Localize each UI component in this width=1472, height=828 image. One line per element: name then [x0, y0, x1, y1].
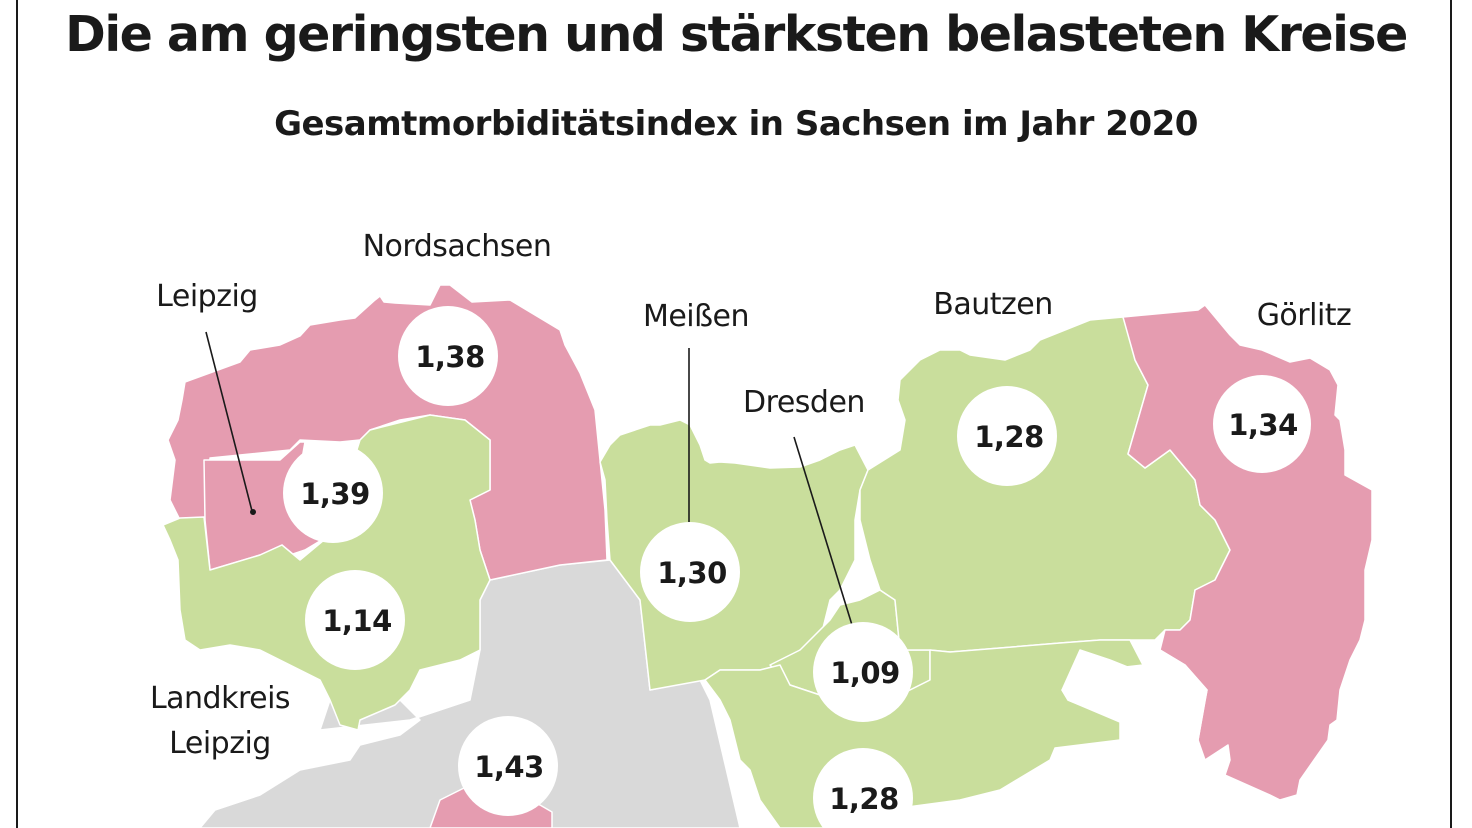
label-nordsachsen: Nordsachsen — [363, 229, 552, 264]
value-nordsachsen: 1,38 — [415, 340, 485, 374]
value-bautzen: 1,28 — [974, 420, 1044, 454]
leader-line-leipzig — [205, 331, 253, 512]
bubble-circle — [813, 622, 913, 722]
value-goerlitz: 1,34 — [1228, 408, 1298, 442]
value-bubble-saechsische-schweiz: 1,28 — [813, 748, 913, 828]
value-mittelsachsen: 1,43 — [474, 750, 544, 784]
bubble-circle — [813, 748, 913, 828]
value-bubble-meissen: 1,30 — [640, 522, 740, 622]
value-bubble-bautzen: 1,28 — [957, 386, 1057, 486]
page-title: Die am geringsten und stärksten belastet… — [65, 6, 1408, 63]
label-landkreis-leipzig-line1: Landkreis — [150, 681, 290, 716]
label-leipzig: Leipzig — [156, 279, 258, 314]
bubble-circle — [305, 570, 405, 670]
leader-dot-leipzig — [250, 509, 256, 515]
frame-right-border — [1450, 0, 1452, 828]
region-border-cutout — [1061, 649, 1208, 746]
value-meissen: 1,30 — [657, 556, 727, 590]
label-landkreis-leipzig-line2: Leipzig — [169, 726, 271, 761]
value-saechsische-schweiz: 1,28 — [829, 782, 899, 816]
bubble-circle — [458, 716, 558, 816]
bubble-circle — [957, 386, 1057, 486]
region-landkreis-leipzig — [162, 414, 491, 731]
value-dresden: 1,09 — [830, 656, 900, 690]
leader-line-dresden — [793, 436, 853, 626]
bubble-circle — [398, 306, 498, 406]
bubble-circle — [283, 443, 383, 543]
bubble-circle — [640, 522, 740, 622]
page-subtitle: Gesamtmorbiditätsindex in Sachsen im Jah… — [274, 104, 1198, 144]
value-bubble-mittelsachsen: 1,43 — [458, 716, 558, 816]
label-dresden: Dresden — [743, 385, 865, 420]
frame-left-border — [16, 0, 18, 828]
label-goerlitz: Görlitz — [1257, 298, 1352, 333]
bubble-circle — [1213, 375, 1311, 473]
label-bautzen: Bautzen — [933, 287, 1052, 322]
value-leipzig: 1,39 — [300, 477, 370, 511]
value-bubble-leipzig: 1,39 — [283, 443, 383, 543]
value-bubble-goerlitz: 1,34 — [1213, 375, 1311, 473]
value-bubble-nordsachsen: 1,38 — [398, 306, 498, 406]
value-landkreis-leipzig: 1,14 — [322, 604, 392, 638]
label-meissen: Meißen — [643, 299, 749, 334]
value-bubble-dresden: 1,09 — [813, 622, 913, 722]
value-bubble-landkreis-leipzig: 1,14 — [305, 570, 405, 670]
